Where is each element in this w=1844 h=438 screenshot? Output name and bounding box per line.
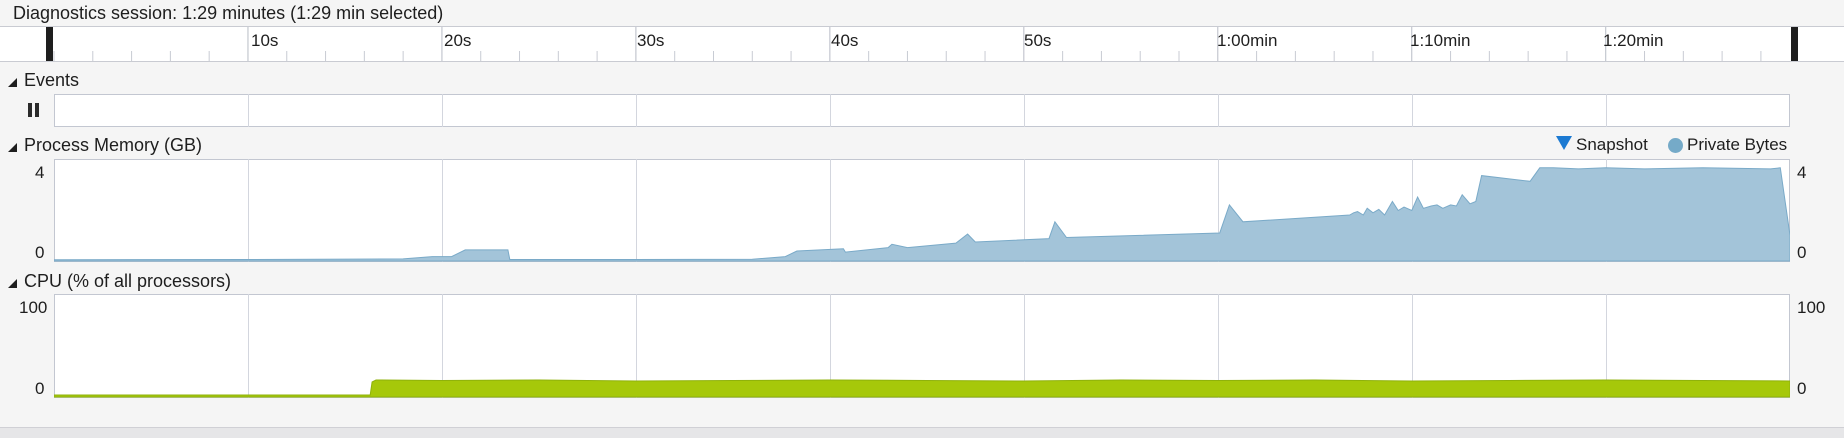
collapse-caret-icon (8, 142, 17, 152)
snapshot-triangle-icon (1556, 136, 1572, 150)
memory-section-header[interactable]: Process Memory (GB) (8, 135, 202, 156)
cpu-label: CPU (% of all processors) (24, 271, 232, 291)
selection-start-handle (46, 27, 53, 61)
collapse-caret-icon (8, 77, 17, 87)
cpu-ymax-right: 100 (1797, 298, 1826, 317)
pause-icon[interactable] (28, 103, 40, 117)
events-track (54, 94, 1790, 127)
legend-private-bytes-label: Private Bytes (1687, 135, 1788, 154)
tick-label-40s: 40s (831, 31, 859, 50)
tick-label-1-00min: 1:00min (1217, 31, 1278, 50)
session-title: Diagnostics session: 1:29 minutes (1:29 … (13, 3, 444, 23)
tick-label-1-20min: 1:20min (1603, 31, 1664, 50)
memory-chart[interactable] (54, 159, 1790, 262)
events-section-header[interactable]: Events (8, 70, 79, 91)
tick-label-30s: 30s (637, 31, 665, 50)
memory-ymax-left: 4 (35, 163, 45, 182)
memory-ymin-right: 0 (1797, 243, 1807, 262)
plot-frame (54, 94, 1790, 127)
cpu-ymin-left: 0 (35, 379, 45, 398)
tick-label-10s: 10s (251, 31, 279, 50)
cpu-ymax-left: 100 (19, 298, 48, 317)
ruler-ticks (46, 27, 1798, 61)
legend-private-bytes[interactable]: Private Bytes (1668, 135, 1787, 155)
memory-label: Process Memory (GB) (24, 135, 203, 155)
legend-snapshot[interactable]: Snapshot (1556, 135, 1648, 155)
tick-label-20s: 20s (444, 31, 472, 50)
collapse-caret-icon (8, 278, 17, 288)
memory-ymin-left: 0 (35, 243, 45, 262)
tick-label-50s: 50s (1024, 31, 1052, 50)
private-bytes-circle-icon (1668, 137, 1683, 153)
horizontal-scrollbar[interactable] (0, 427, 1844, 438)
cpu-chart[interactable] (54, 294, 1790, 398)
events-label: Events (24, 70, 80, 90)
legend-snapshot-label: Snapshot (1576, 135, 1648, 154)
timeline-ruler[interactable]: 10s 20s 30s 40s 50s 1:00min 1:10min 1:20… (0, 27, 1844, 62)
selection-end-handle (1791, 27, 1798, 61)
cpu-usage-area (54, 379, 1790, 398)
memory-ymax-right: 4 (1797, 163, 1807, 182)
private-bytes-area (54, 167, 1790, 262)
tick-label-1-10min: 1:10min (1410, 31, 1471, 50)
cpu-ymin-right: 0 (1797, 379, 1807, 398)
session-header: Diagnostics session: 1:29 minutes (1:29 … (0, 0, 1844, 27)
cpu-section-header[interactable]: CPU (% of all processors) (8, 271, 231, 292)
